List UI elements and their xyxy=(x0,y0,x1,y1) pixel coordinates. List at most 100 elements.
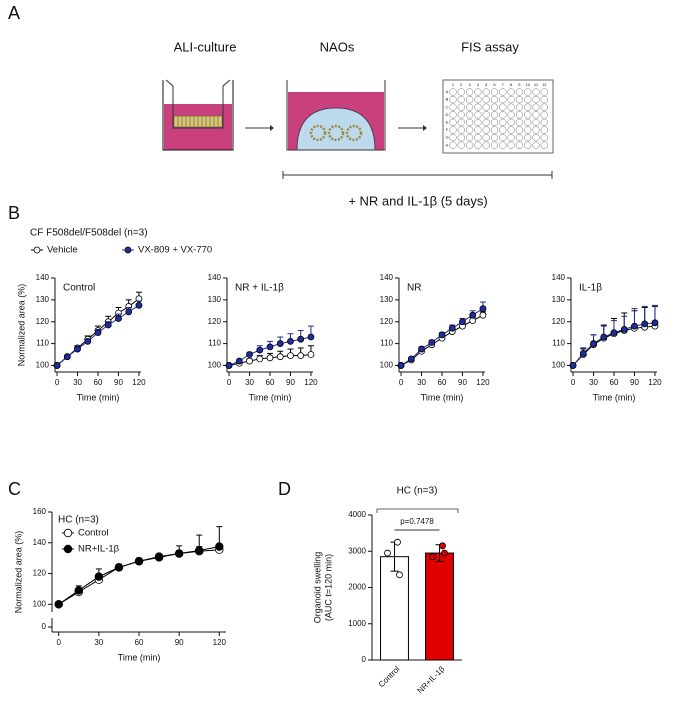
x-tick-label: 60 xyxy=(438,378,447,387)
plate-row-label: D xyxy=(446,112,449,117)
marker xyxy=(428,339,436,346)
x-tick-label: 90 xyxy=(630,378,639,387)
well xyxy=(482,95,490,104)
x-tick-label: 120 xyxy=(132,378,146,387)
marker xyxy=(479,305,487,313)
well xyxy=(499,126,507,134)
data-point xyxy=(394,538,401,546)
x-tick-label: 30 xyxy=(245,378,254,387)
y-tick-label: 100 xyxy=(208,361,222,370)
x-tick-label: 0 xyxy=(227,378,232,387)
well xyxy=(465,133,474,142)
x-axis-label: Time (min) xyxy=(118,652,161,662)
marker xyxy=(266,343,274,351)
legend-label: NR+IL-1β xyxy=(78,544,120,555)
legend-marker xyxy=(33,246,41,254)
plate-col-label: 2 xyxy=(460,82,463,87)
x-tick-label: 60 xyxy=(94,378,103,387)
well xyxy=(465,95,474,104)
marker xyxy=(174,549,184,558)
y-tick-label: 0 xyxy=(42,622,47,631)
plate-col-label: 8 xyxy=(510,82,513,87)
plate-row-label: E xyxy=(446,119,449,124)
y-tick-label: 120 xyxy=(208,317,222,326)
marker xyxy=(297,352,305,360)
marker xyxy=(569,362,577,369)
marker xyxy=(287,337,294,345)
x-tick-label: 30 xyxy=(94,638,103,647)
y-tick-label: 110 xyxy=(552,339,565,348)
data-point xyxy=(396,571,403,579)
x-axis-label: Time (min) xyxy=(421,392,464,402)
well xyxy=(524,118,532,127)
x-tick-label: 120 xyxy=(213,638,227,647)
well xyxy=(524,111,532,119)
well xyxy=(507,141,515,149)
well xyxy=(532,88,540,96)
plate-col-label: 6 xyxy=(493,82,496,87)
well xyxy=(490,118,499,127)
marker xyxy=(115,315,122,322)
x-tick-label: 30 xyxy=(417,378,426,387)
well xyxy=(465,141,474,149)
well xyxy=(449,88,457,96)
marker xyxy=(651,319,659,327)
y-tick-label: 140 xyxy=(380,273,394,282)
well xyxy=(515,111,524,119)
well xyxy=(499,141,507,149)
y-tick-label: 140 xyxy=(33,538,47,547)
well xyxy=(540,103,548,111)
well xyxy=(540,88,548,96)
well xyxy=(474,88,482,96)
y-tick-label: 130 xyxy=(380,295,394,304)
well xyxy=(532,141,540,149)
well xyxy=(482,118,490,127)
marker xyxy=(195,546,204,555)
well xyxy=(532,103,540,111)
y-tick-label: 4000 xyxy=(348,510,366,519)
marker xyxy=(74,586,83,595)
y-tick-label: 1000 xyxy=(348,619,366,628)
well xyxy=(499,88,507,96)
y-axis-label: Normalized area (%) xyxy=(13,531,23,614)
plate-col-label: 5 xyxy=(485,82,488,87)
well xyxy=(515,126,524,134)
x-tick-label: 90 xyxy=(458,378,467,387)
well xyxy=(490,126,499,134)
data-point xyxy=(441,549,448,557)
significance-bracket xyxy=(376,508,459,513)
x-tick-label: 30 xyxy=(73,378,82,387)
well xyxy=(482,133,490,142)
y-axis-label: Organoid swelling xyxy=(312,552,322,624)
panel-label: B xyxy=(8,203,20,223)
x-axis-label: Time (min) xyxy=(77,392,120,402)
x-axis-label: Time (min) xyxy=(593,392,636,402)
marker xyxy=(94,329,102,337)
x-tick-label: NR+IL-1β xyxy=(416,664,447,695)
series-line xyxy=(58,546,220,605)
bar xyxy=(425,552,454,661)
y-tick-label: 110 xyxy=(36,339,49,348)
plate-col-label: 3 xyxy=(468,82,471,87)
well xyxy=(532,95,540,104)
marker xyxy=(610,329,618,337)
well xyxy=(474,126,482,134)
p-value: p=0.7478 xyxy=(400,517,434,526)
well xyxy=(532,133,540,142)
well xyxy=(449,103,457,111)
legend-marker xyxy=(63,528,73,538)
well xyxy=(515,88,524,96)
well xyxy=(457,133,465,142)
plate-col-label: 1 xyxy=(452,82,455,87)
y-tick-label: 130 xyxy=(552,295,566,304)
marker xyxy=(74,345,81,353)
well xyxy=(457,118,465,127)
chart-title: HC (n=3) xyxy=(397,486,438,497)
marker xyxy=(215,542,224,551)
marker xyxy=(135,301,143,309)
marker xyxy=(125,308,133,316)
well xyxy=(449,111,457,119)
panel-title: CF F508del/F508del (n=3) xyxy=(30,228,148,239)
well xyxy=(507,118,515,127)
